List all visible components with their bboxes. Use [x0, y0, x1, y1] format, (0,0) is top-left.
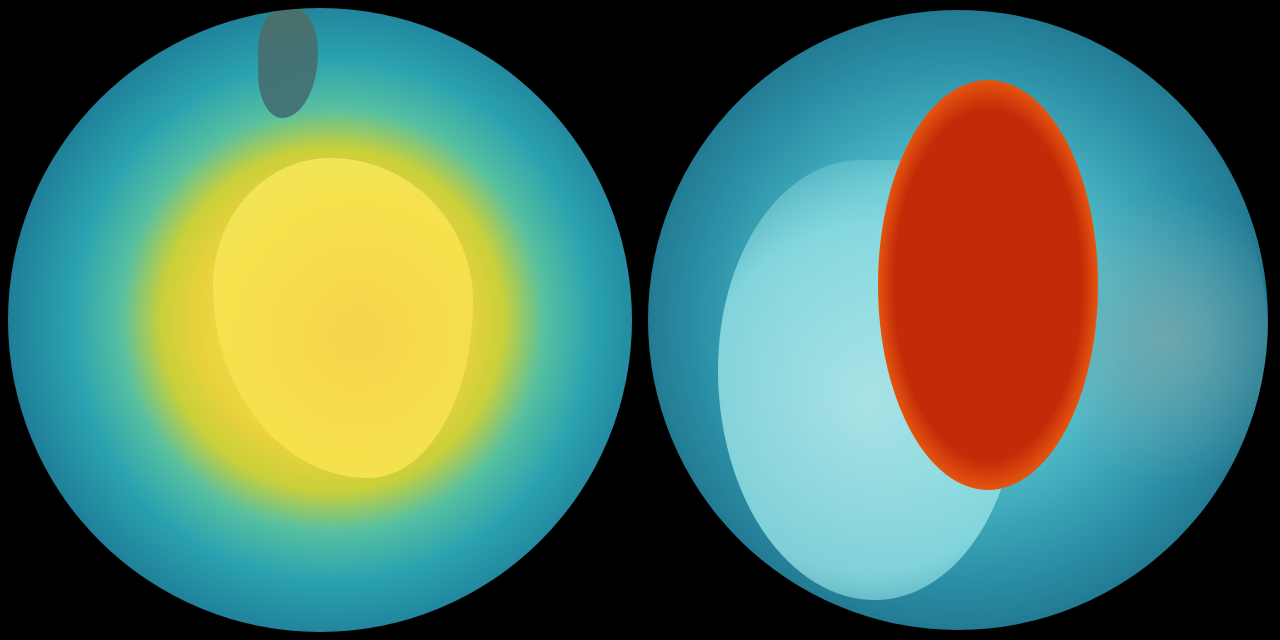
antarctica-landmass: [213, 158, 473, 478]
southern-hemisphere-globe: [8, 8, 632, 632]
red-anomaly-region: [878, 80, 1098, 490]
south-america-landmass: [258, 8, 318, 118]
northern-hemisphere-globe: [648, 10, 1268, 630]
asia-landmass: [1068, 160, 1268, 520]
